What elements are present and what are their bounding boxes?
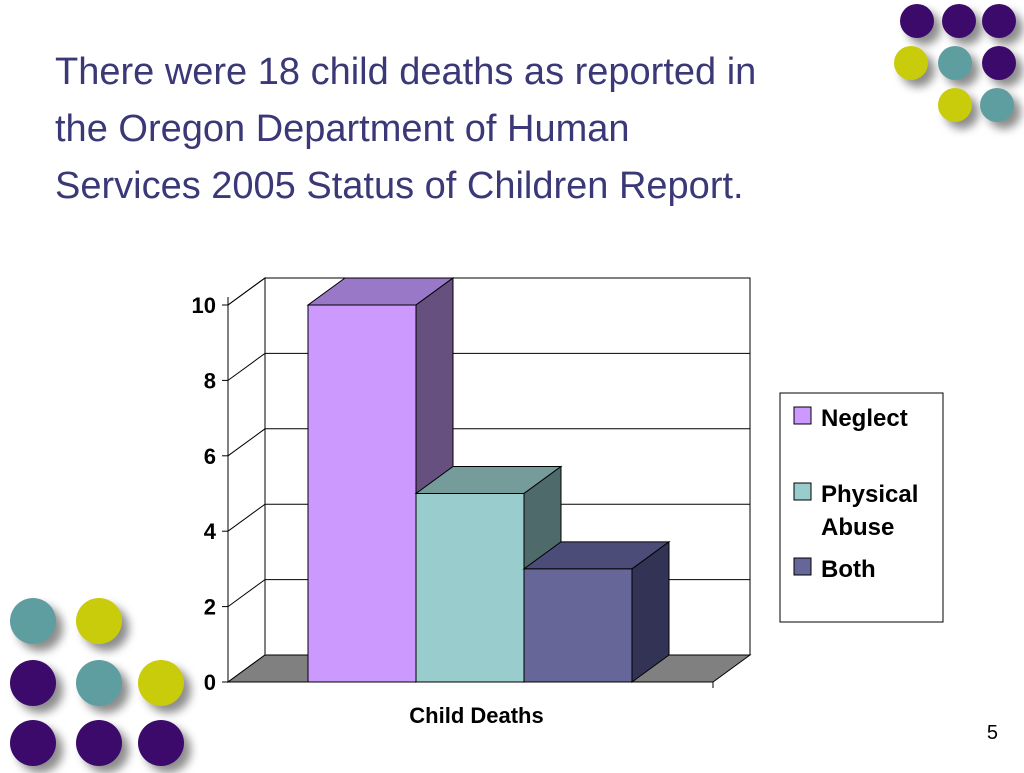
gridline [227,428,750,457]
bar [415,493,525,683]
legend-label: Abuse [821,514,894,541]
title-line: There were 18 child deaths as reported i… [55,51,757,93]
decorative-dot [76,720,122,766]
decorative-dots-top [880,0,1024,130]
decorative-dots-bottom [0,590,200,768]
y-tick-label: 4 [204,519,217,544]
legend-swatch [793,557,812,576]
y-tick-label: 0 [204,670,216,695]
decorative-dot [76,598,122,644]
decorative-dot [982,4,1016,38]
title-line: the Oregon Department of Human [55,108,630,150]
decorative-dot [942,4,976,38]
legend-swatch [793,406,812,425]
y-tick-label: 8 [204,368,216,393]
decorative-dot [938,88,972,122]
decorative-dot [900,4,934,38]
x-category-label: Child Deaths [409,703,543,728]
legend-box [779,392,944,623]
legend-label: Both [821,556,876,583]
decorative-dot [982,46,1016,80]
y-tick-label: 6 [204,444,216,469]
gridline [227,277,750,306]
y-tick-label: 10 [192,293,216,318]
decorative-dot [10,720,56,766]
gridline [227,503,750,532]
decorative-dot [894,46,928,80]
legend-swatch [793,482,812,501]
decorative-dot [10,598,56,644]
title-line: Services 2005 Status of Children Report. [55,165,744,207]
decorative-dot [138,720,184,766]
gridline [227,352,750,381]
bar [307,304,417,683]
y-tick-label: 2 [204,595,216,620]
decorative-dot [980,88,1014,122]
legend-label: Neglect [821,405,908,432]
decorative-dot [76,660,122,706]
page-number: 5 [986,722,998,744]
decorative-dot [10,660,56,706]
slide-title: There were 18 child deaths as reported i… [55,44,855,215]
bar [523,568,633,683]
chart-side-wall [227,277,266,683]
legend-label: Physical [821,481,918,508]
decorative-dot [938,46,972,80]
decorative-dot [138,660,184,706]
